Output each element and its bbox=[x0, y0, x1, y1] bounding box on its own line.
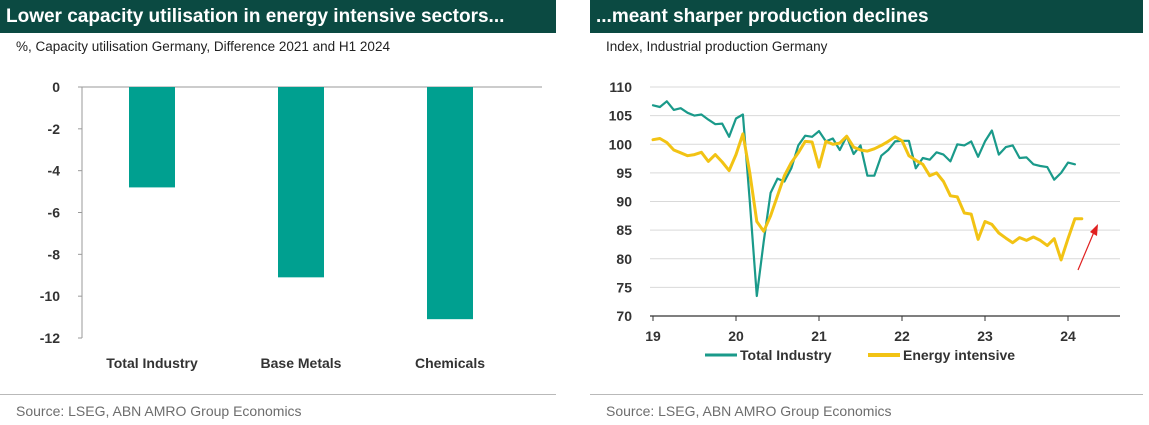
y-tick-label: 80 bbox=[616, 251, 632, 267]
y-tick-label: -2 bbox=[48, 121, 61, 137]
category-label: Chemicals bbox=[415, 355, 485, 371]
left-chart-subtitle: %, Capacity utilisation Germany, Differe… bbox=[16, 39, 390, 54]
right-chart-panel: ...meant sharper production declines Ind… bbox=[590, 0, 1149, 425]
y-tick-label: 85 bbox=[616, 222, 632, 238]
left-chart-title: Lower capacity utilisation in energy int… bbox=[0, 0, 556, 33]
bar-total-industry bbox=[129, 87, 175, 188]
left-chart-panel: Lower capacity utilisation in energy int… bbox=[0, 0, 560, 425]
x-tick-label: 19 bbox=[645, 328, 661, 344]
series-line-total-industry bbox=[651, 100, 1076, 298]
y-tick-label: -10 bbox=[40, 288, 60, 304]
y-tick-label: 75 bbox=[616, 279, 632, 295]
legend-label: Total Industry bbox=[740, 347, 832, 363]
x-tick-label: 23 bbox=[977, 328, 993, 344]
trend-arrow-line bbox=[1077, 231, 1095, 271]
y-tick-label: 95 bbox=[616, 165, 632, 181]
x-tick-label: 20 bbox=[728, 328, 744, 344]
category-label: Total Industry bbox=[106, 355, 198, 371]
bar-chemicals bbox=[427, 87, 473, 320]
y-tick-label: 0 bbox=[52, 79, 60, 95]
right-chart-title: ...meant sharper production declines bbox=[590, 0, 1143, 33]
y-tick-label: 100 bbox=[609, 136, 633, 152]
left-separator bbox=[0, 394, 556, 395]
y-tick-label: 90 bbox=[616, 194, 632, 210]
y-tick-label: -6 bbox=[48, 205, 61, 221]
bar-base-metals bbox=[278, 87, 324, 278]
y-tick-label: 70 bbox=[616, 308, 632, 324]
right-separator bbox=[590, 394, 1143, 395]
line-chart: 70 75 80 85 90 95 100 105 110 19 20 21 22 23 24 Total I… bbox=[609, 79, 1120, 363]
x-tick-label: 21 bbox=[811, 328, 827, 344]
right-source-note: Source: LSEG, ABN AMRO Group Economics bbox=[606, 403, 892, 419]
right-chart-subtitle: Index, Industrial production Germany bbox=[606, 39, 828, 54]
y-tick-label: -12 bbox=[40, 330, 60, 346]
y-tick-label: -8 bbox=[48, 246, 61, 262]
trend-arrow-head bbox=[1090, 224, 1098, 236]
x-tick-label: 24 bbox=[1060, 328, 1076, 344]
y-tick-label: 105 bbox=[609, 108, 633, 124]
y-tick-label: 110 bbox=[609, 79, 632, 95]
legend-label: Energy intensive bbox=[903, 347, 1015, 363]
y-tick-label: -4 bbox=[48, 163, 61, 179]
bar-chart: 0 -2 -4 -6 -8 -10 -12 Total Industry Base Metals… bbox=[40, 79, 542, 371]
series-line-energy-intensive bbox=[651, 132, 1084, 262]
category-label: Base Metals bbox=[261, 355, 342, 371]
left-source-note: Source: LSEG, ABN AMRO Group Economics bbox=[16, 403, 302, 419]
x-tick-label: 22 bbox=[894, 328, 910, 344]
